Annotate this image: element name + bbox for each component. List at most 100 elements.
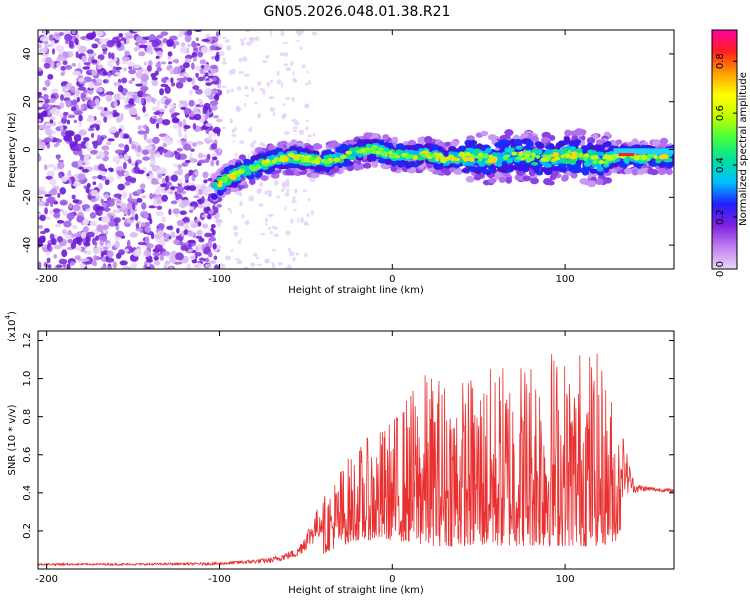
heatmap-noise-blob (200, 196, 205, 204)
heatmap-faint-blob (296, 39, 300, 43)
heatmap-faint-blob (289, 251, 295, 257)
heatmap-faint-blob (252, 140, 257, 144)
heatmap-faint-blob (292, 256, 296, 262)
heatmap-noise-blob (73, 134, 82, 142)
heatmap-noise-blob (156, 99, 161, 108)
heatmap-noise-blob (195, 88, 203, 95)
heatmap-faint-blob (244, 94, 249, 97)
heatmap-signal-blob (360, 148, 366, 153)
heatmap-noise-blob (38, 261, 42, 269)
heatmap-noise-blob (157, 172, 163, 179)
heatmap-noise-blob (194, 30, 203, 33)
heatmap-noise-blob (128, 98, 135, 105)
heatmap-noise-blob (79, 263, 86, 269)
heatmap-noise-blob (103, 194, 109, 199)
heatmap-signal-blob (583, 161, 591, 167)
heatmap-signal-blob (518, 151, 524, 157)
heatmap-faint-blob (243, 36, 246, 41)
heatmap-noise-blob (204, 64, 211, 72)
heatmap-noise-blob (174, 187, 178, 192)
heatmap-noise-blob (195, 72, 199, 78)
heatmap-faint-blob (269, 30, 272, 36)
heatmap-noise-blob (38, 106, 43, 111)
heatmap-signal-blob (314, 158, 320, 163)
heatmap-faint-blob (306, 212, 310, 218)
heatmap-noise-blob (60, 176, 68, 183)
heatmap-noise-blob (75, 51, 79, 59)
heatmap-faint-blob (245, 30, 251, 33)
heatmap-signal-blob (650, 161, 658, 167)
heatmap-noise-blob (151, 78, 159, 87)
heatmap-faint-blob (266, 190, 273, 194)
heatmap-noise-blob (158, 167, 168, 175)
heatmap-noise-blob (62, 210, 69, 216)
heatmap-noise-blob (153, 39, 162, 46)
heatmap-noise-blob (60, 124, 64, 132)
heatmap-noise-blob (172, 125, 181, 129)
heatmap-signal-blob (515, 145, 523, 150)
svg-text:(x104): (x104) (4, 311, 18, 342)
heatmap-faint-blob (265, 222, 268, 226)
heatmap-faint-blob (262, 90, 266, 95)
heatmap-noise-blob (83, 62, 91, 66)
heatmap-noise-blob (173, 67, 177, 75)
heatmap-signal-blob (641, 154, 648, 160)
heatmap-noise-blob (99, 239, 104, 246)
heatmap-noise-blob (148, 60, 153, 67)
spectrogram-y-tick-label: 0 (22, 146, 33, 152)
heatmap-noise-blob (197, 98, 202, 103)
heatmap-faint-blob (270, 230, 273, 235)
heatmap-noise-blob (204, 264, 212, 268)
heatmap-noise-blob (124, 181, 131, 186)
heatmap-noise-blob (43, 93, 49, 101)
heatmap-noise-blob (196, 230, 203, 237)
heatmap-noise-blob (132, 30, 142, 33)
heatmap-noise-blob (177, 182, 183, 187)
spectrogram-y-tick-label: 40 (22, 48, 33, 61)
colorbar-tick-label: 0.0 (715, 261, 726, 277)
heatmap-signal-blob (488, 167, 495, 173)
heatmap-signal-blob (505, 176, 512, 184)
heatmap-noise-blob (131, 77, 135, 82)
heatmap-noise-blob (212, 204, 216, 210)
heatmap-noise-blob (175, 252, 184, 261)
heatmap-noise-blob (71, 194, 76, 200)
heatmap-noise-blob (159, 88, 165, 96)
heatmap-signal-blob (570, 151, 578, 155)
heatmap-noise-blob (176, 148, 183, 152)
heatmap-noise-blob (117, 205, 121, 209)
heatmap-noise-blob (129, 216, 135, 221)
heatmap-signal-blob (229, 175, 237, 180)
heatmap-noise-blob (167, 51, 173, 57)
heatmap-faint-blob (251, 86, 255, 93)
heatmap-noise-blob (74, 143, 82, 152)
heatmap-signal-blob (348, 156, 356, 161)
heatmap-faint-blob (283, 52, 289, 57)
heatmap-noise-blob (56, 62, 61, 68)
heatmap-faint-blob (276, 70, 280, 76)
heatmap-noise-blob (112, 261, 118, 269)
heatmap-noise-blob (68, 40, 74, 48)
heatmap-noise-blob (117, 183, 126, 191)
heatmap-noise-blob (91, 59, 98, 64)
heatmap-noise-blob (170, 82, 176, 87)
heatmap-noise-blob (135, 150, 141, 158)
heatmap-signal-blob (313, 150, 320, 156)
heatmap-noise-blob (172, 43, 176, 49)
heatmap-noise-blob (138, 44, 148, 49)
heatmap-signal-blob (371, 132, 379, 140)
heatmap-noise-blob (141, 202, 147, 210)
heatmap-noise-blob (164, 238, 170, 242)
heatmap-signal-blob (440, 159, 447, 164)
heatmap-faint-blob (264, 190, 267, 196)
heatmap-noise-blob (83, 185, 88, 189)
heatmap-signal-blob (210, 193, 219, 200)
heatmap-noise-blob (207, 132, 212, 139)
heatmap-signal-blob (603, 167, 610, 173)
heatmap-signal-blob (469, 140, 478, 145)
heatmap-signal-blob (570, 146, 576, 151)
heatmap-noise-blob (136, 188, 142, 195)
heatmap-noise-blob (73, 110, 83, 116)
heatmap-faint-blob (285, 230, 291, 236)
heatmap-faint-blob (307, 197, 311, 202)
